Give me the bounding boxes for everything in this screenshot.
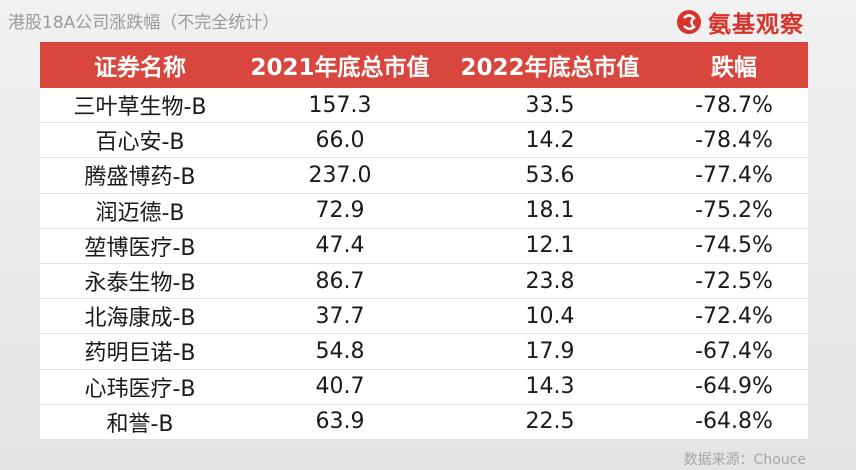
- table-cell: -74.5%: [695, 233, 773, 259]
- table-cell: 润迈德-B: [95, 200, 185, 226]
- table-cell: -78.4%: [695, 127, 773, 153]
- logo-icon: [677, 10, 701, 34]
- source-note: 数据来源：Chouce: [683, 452, 806, 468]
- table-cell: -64.9%: [695, 374, 773, 400]
- header-cell: 2021年底总市值: [250, 55, 430, 81]
- table-cell: -67.4%: [695, 338, 773, 364]
- table-row: 润迈德-B 72.9 18.1 -75.2%: [40, 194, 808, 229]
- header-cell: 跌幅: [711, 55, 757, 81]
- table-cell: 14.2: [525, 127, 575, 153]
- header-row: 证券名称 2021年底总市值 2022年底总市值 跌幅: [40, 42, 808, 88]
- table-row: 堃博医疗-B 47.4 12.1 -74.5%: [40, 229, 808, 264]
- logo: 氨基观察: [676, 5, 804, 39]
- table-cell: 72.9: [315, 198, 365, 224]
- table-cell: -64.8%: [695, 409, 773, 435]
- page-title: 港股18A公司涨跌幅（不完全统计）: [8, 13, 280, 33]
- table-cell: 心玮医疗-B: [84, 376, 196, 402]
- table-cell: 54.8: [315, 338, 365, 364]
- table-cell: -75.2%: [695, 198, 773, 224]
- table-cell: 14.3: [525, 374, 575, 400]
- table-cell: 堃博医疗-B: [84, 235, 196, 261]
- table-cell: 86.7: [315, 268, 365, 294]
- table-cell: 47.4: [315, 233, 365, 259]
- table-cell: 三叶草生物-B: [73, 95, 207, 121]
- table-row: 和誉-B 63.9 22.5 -64.8%: [40, 405, 808, 440]
- table-cell: 腾盛博药-B: [84, 165, 196, 191]
- table-row: 北海康成-B 37.7 10.4 -72.4%: [40, 299, 808, 335]
- table-cell: 和誉-B: [106, 411, 174, 437]
- table-cell: -72.5%: [695, 268, 773, 294]
- header-cell: 证券名称: [94, 55, 186, 81]
- table-cell: 22.5: [525, 409, 575, 435]
- table-cell: 63.9: [315, 409, 365, 435]
- table-cell: 37.7: [315, 303, 365, 329]
- table-cell: 23.8: [525, 268, 575, 294]
- table-row: 永泰生物-B 86.7 23.8 -72.5%: [40, 264, 808, 300]
- table-cell: 10.4: [525, 303, 575, 329]
- table-cell: 12.1: [525, 233, 575, 259]
- table-cell: 237.0: [308, 162, 372, 188]
- header-cell: 2022年底总市值: [460, 55, 640, 81]
- table-cell: 33.5: [525, 92, 575, 118]
- table: 证券名称 2021年底总市值 2022年底总市值 跌幅三叶草生物-B 157.3 33.5…: [40, 42, 808, 440]
- table-cell: 53.6: [525, 162, 575, 188]
- table-cell: -78.7%: [695, 92, 773, 118]
- table-cell: 18.1: [525, 198, 575, 224]
- logo-text: 氨基观察: [708, 12, 804, 38]
- table-row: 心玮医疗-B 40.7 14.3 -64.9%: [40, 370, 808, 405]
- table-row: 腾盛博药-B 237.0 53.6 -77.4%: [40, 158, 808, 194]
- table-cell: 17.9: [525, 338, 575, 364]
- table-row: 药明巨诺-B 54.8 17.9 -67.4%: [40, 334, 808, 370]
- table-cell: 北海康成-B: [84, 306, 196, 332]
- table-cell: 66.0: [315, 127, 365, 153]
- table-cell: 40.7: [315, 374, 365, 400]
- table-cell: 157.3: [308, 92, 372, 118]
- table-cell: -72.4%: [695, 303, 773, 329]
- table-cell: 永泰生物-B: [84, 271, 196, 297]
- table-row: 三叶草生物-B 157.3 33.5 -78.7%: [40, 88, 808, 124]
- table-row: 百心安-B 66.0 14.2 -78.4%: [40, 123, 808, 159]
- table-cell: -77.4%: [695, 162, 773, 188]
- table-cell: 百心安-B: [95, 130, 185, 156]
- table-cell: 药明巨诺-B: [84, 341, 196, 367]
